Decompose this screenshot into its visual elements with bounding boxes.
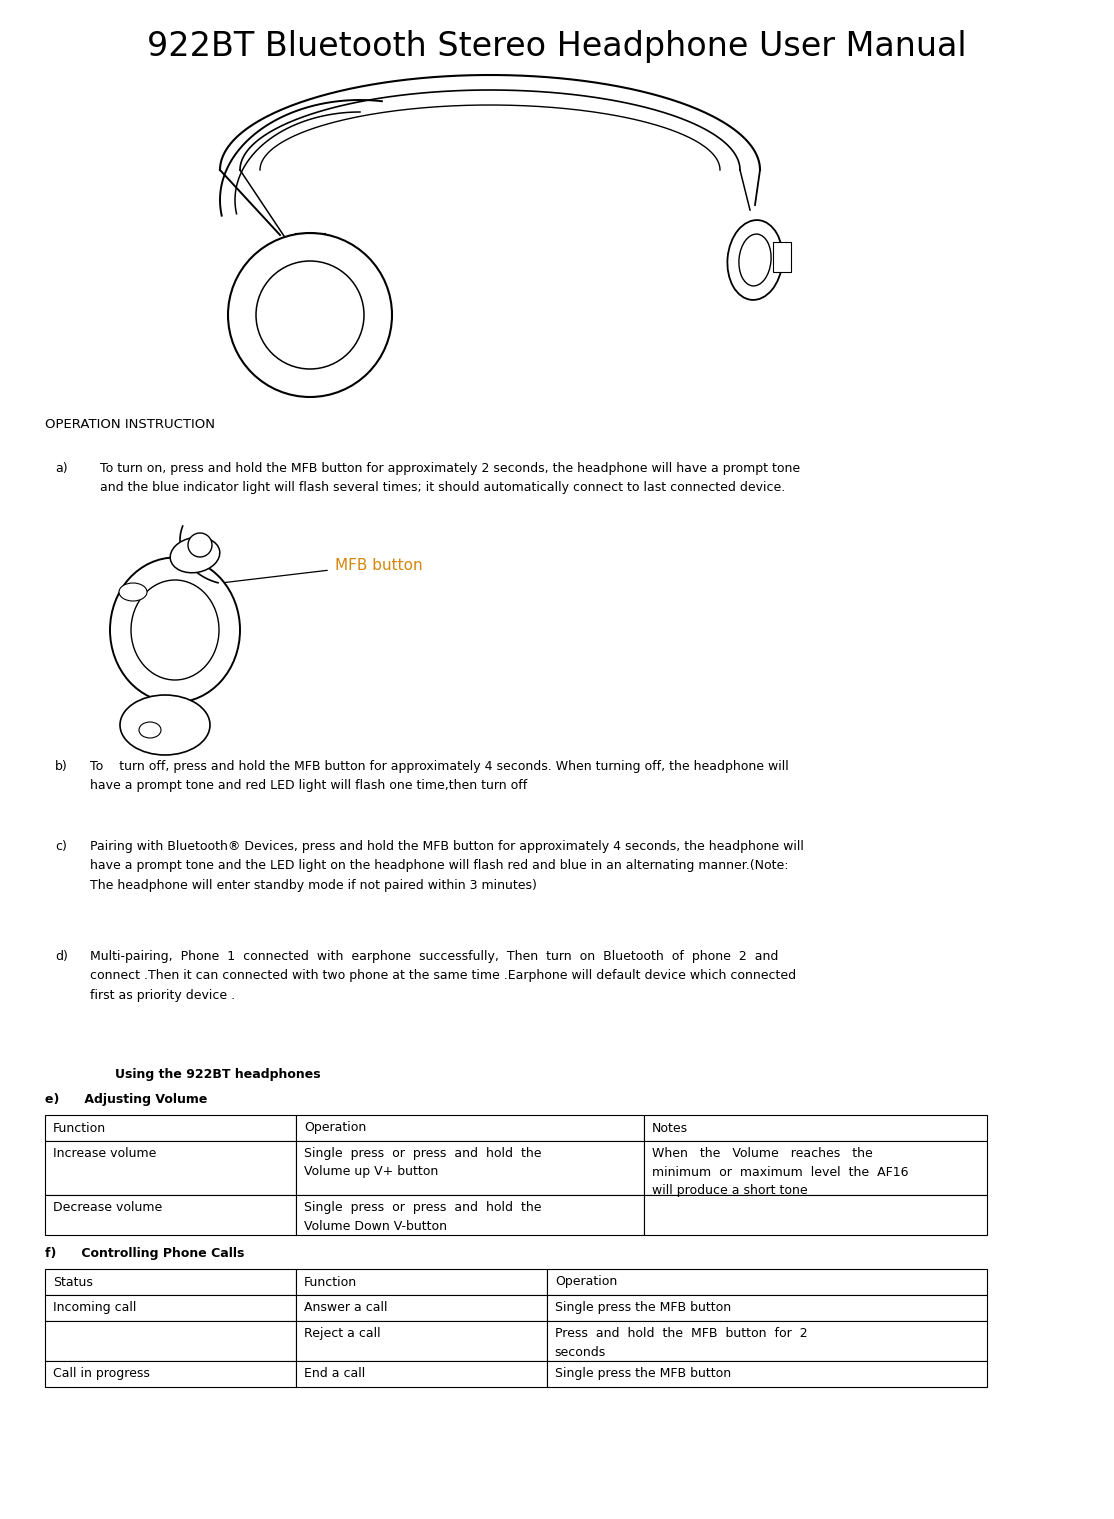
Bar <box>773 242 791 272</box>
Ellipse shape <box>170 538 219 573</box>
Text: Operation: Operation <box>555 1276 617 1288</box>
Text: Operation: Operation <box>304 1121 367 1135</box>
Text: Single  press  or  press  and  hold  the
Volume up V+ button: Single press or press and hold the Volum… <box>304 1147 541 1179</box>
Text: OPERATION INSTRUCTION: OPERATION INSTRUCTION <box>45 418 215 431</box>
Bar <box>547 1268 987 1296</box>
Ellipse shape <box>727 220 783 299</box>
Text: Notes: Notes <box>652 1121 688 1135</box>
Text: Incoming call: Incoming call <box>53 1300 136 1314</box>
Ellipse shape <box>110 557 240 702</box>
Text: Press  and  hold  the  MFB  button  for  2
seconds: Press and hold the MFB button for 2 seco… <box>555 1328 808 1358</box>
Circle shape <box>188 533 212 557</box>
Text: End a call: End a call <box>304 1367 365 1379</box>
Bar <box>45 1141 296 1195</box>
Ellipse shape <box>120 696 211 755</box>
Bar <box>296 1141 644 1195</box>
Text: Answer a call: Answer a call <box>304 1300 388 1314</box>
Text: Increase volume: Increase volume <box>53 1147 156 1161</box>
Circle shape <box>228 232 392 396</box>
Bar <box>45 1322 296 1361</box>
Bar <box>45 1361 296 1387</box>
Text: Call in progress: Call in progress <box>53 1367 150 1379</box>
Bar <box>296 1296 547 1322</box>
Bar <box>296 1268 547 1296</box>
Text: Pairing with Bluetooth® Devices, press and hold the MFB button for approximately: Pairing with Bluetooth® Devices, press a… <box>90 840 804 892</box>
Bar <box>296 1115 644 1141</box>
Ellipse shape <box>139 722 162 738</box>
Bar <box>644 1195 987 1235</box>
Bar <box>45 1195 296 1235</box>
Text: To turn on, press and hold the MFB button for approximately 2 seconds, the headp: To turn on, press and hold the MFB butto… <box>100 462 800 495</box>
Circle shape <box>256 261 364 369</box>
Bar <box>644 1141 987 1195</box>
Text: 922BT Bluetooth Stereo Headphone User Manual: 922BT Bluetooth Stereo Headphone User Ma… <box>147 30 967 62</box>
Bar <box>547 1361 987 1387</box>
Text: Single press the MFB button: Single press the MFB button <box>555 1367 731 1379</box>
Text: e)  Adjusting Volume: e) Adjusting Volume <box>45 1094 207 1106</box>
Ellipse shape <box>131 580 219 681</box>
Bar <box>547 1322 987 1361</box>
Bar <box>644 1115 987 1141</box>
Text: Status: Status <box>53 1276 92 1288</box>
Text: Reject a call: Reject a call <box>304 1328 381 1340</box>
Text: Single  press  or  press  and  hold  the
Volume Down V-button: Single press or press and hold the Volum… <box>304 1202 541 1232</box>
Text: Decrease volume: Decrease volume <box>53 1202 163 1214</box>
Text: Using the 922BT headphones: Using the 922BT headphones <box>115 1068 321 1082</box>
Text: To    turn off, press and hold the MFB button for approximately 4 seconds. When : To turn off, press and hold the MFB butt… <box>90 760 789 793</box>
Text: f)  Controlling Phone Calls: f) Controlling Phone Calls <box>45 1247 244 1259</box>
Text: Multi-pairing,  Phone  1  connected  with  earphone  successfully,  Then  turn  : Multi-pairing, Phone 1 connected with ea… <box>90 949 797 1003</box>
Text: d): d) <box>55 949 68 963</box>
Text: a): a) <box>55 462 68 475</box>
Ellipse shape <box>739 234 771 286</box>
Text: Single press the MFB button: Single press the MFB button <box>555 1300 731 1314</box>
Text: c): c) <box>55 840 67 854</box>
Bar <box>296 1322 547 1361</box>
Text: When   the   Volume   reaches   the
minimum  or  maximum  level  the  AF16
will : When the Volume reaches the minimum or m… <box>652 1147 909 1197</box>
Text: Function: Function <box>304 1276 356 1288</box>
Bar <box>547 1296 987 1322</box>
Bar <box>296 1361 547 1387</box>
Text: b): b) <box>55 760 68 773</box>
Text: Function: Function <box>53 1121 106 1135</box>
Text: MFB button: MFB button <box>335 557 422 573</box>
Bar <box>45 1115 296 1141</box>
Bar <box>45 1296 296 1322</box>
Ellipse shape <box>119 583 147 602</box>
Bar <box>296 1195 644 1235</box>
Bar <box>45 1268 296 1296</box>
